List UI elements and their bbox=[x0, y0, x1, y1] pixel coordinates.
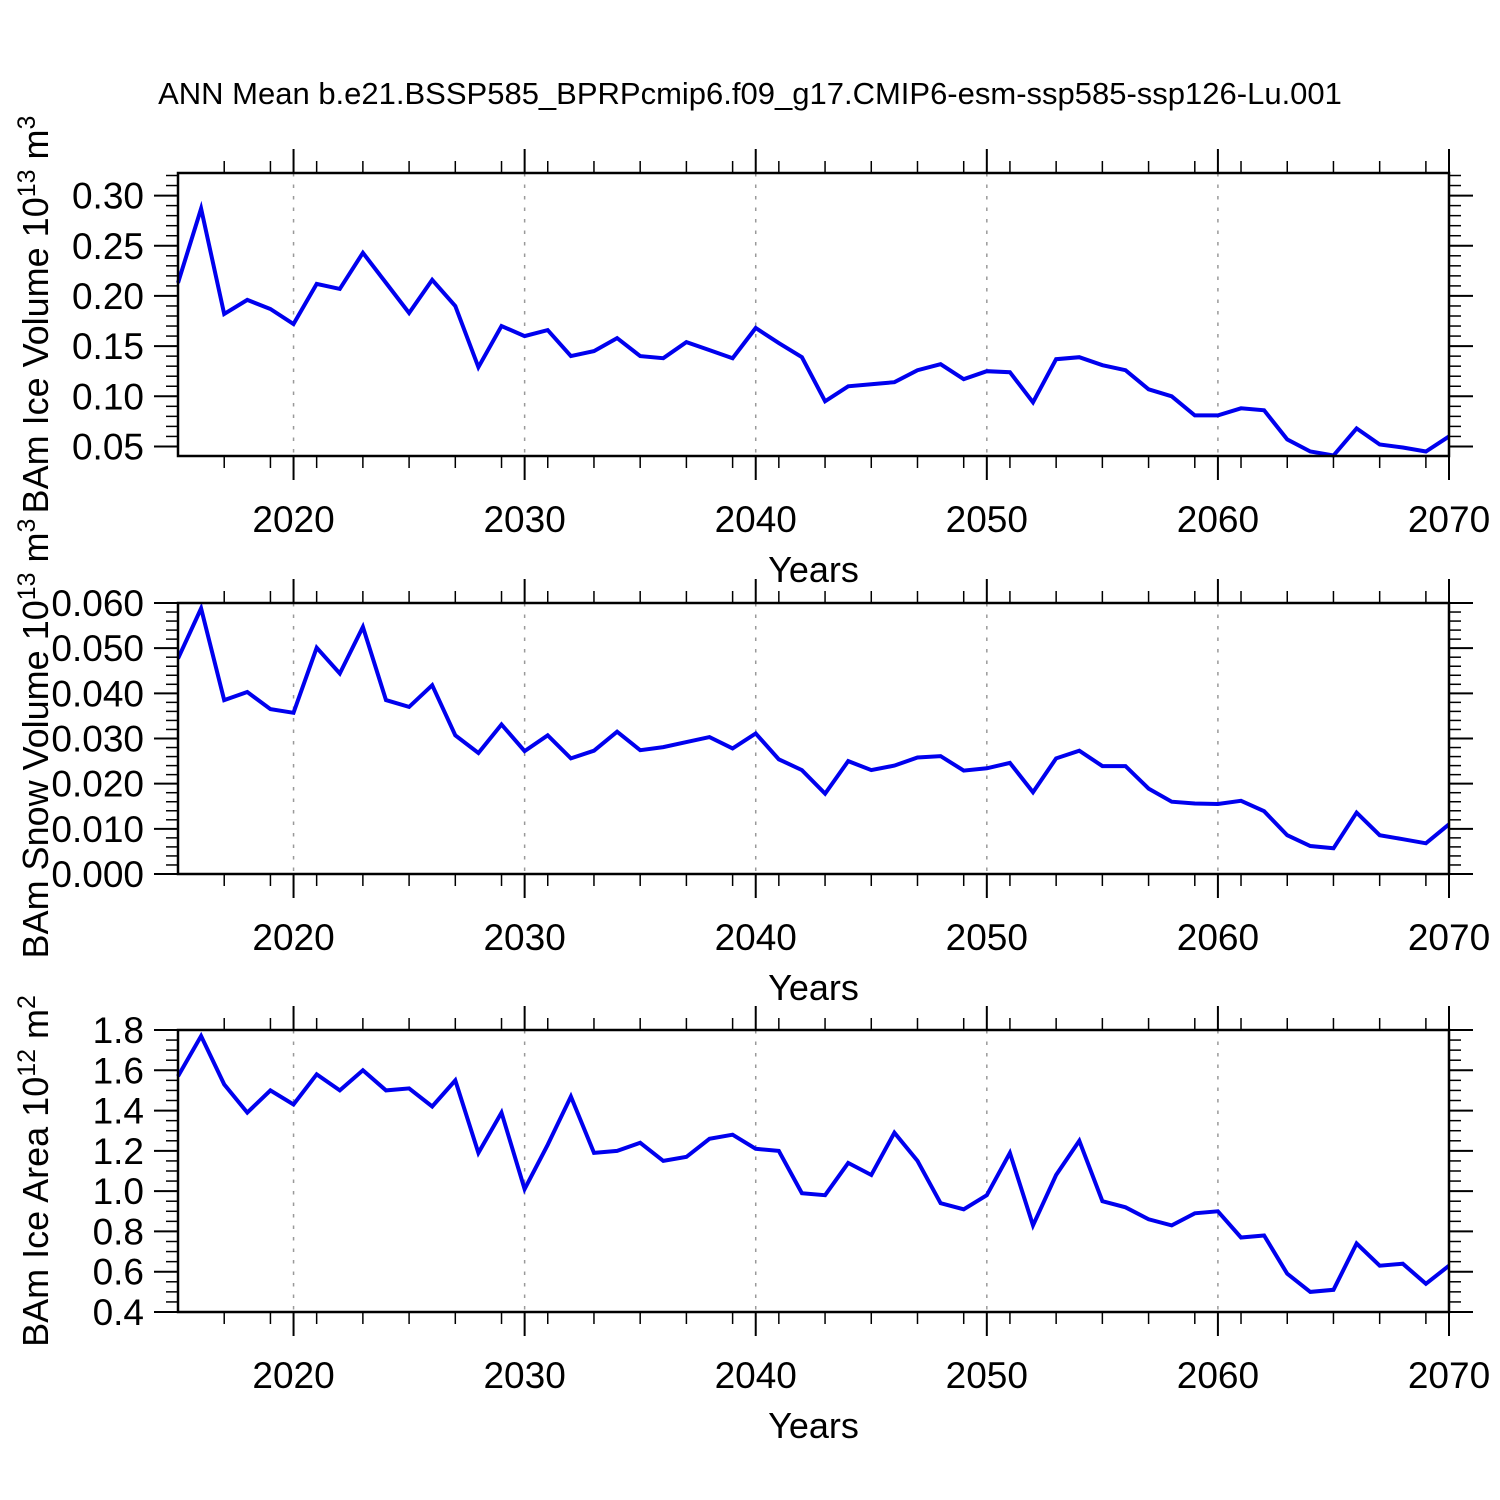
y-tick-label: 0.15 bbox=[72, 326, 144, 367]
plot-box bbox=[176, 1028, 1451, 1314]
y-axis-title: BAm Snow Volume 1013 m3 bbox=[13, 519, 56, 959]
x-tick-label: 2060 bbox=[1177, 917, 1259, 958]
y-tick-label: 0.060 bbox=[51, 583, 144, 624]
x-tick-label: 2040 bbox=[715, 1355, 797, 1396]
y-tick-label: 1.6 bbox=[93, 1050, 144, 1091]
x-axis-title: Years bbox=[768, 967, 859, 1008]
x-tick-label: 2040 bbox=[715, 499, 797, 540]
x-tick-label: 2070 bbox=[1408, 499, 1490, 540]
x-tick-label: 2070 bbox=[1408, 1355, 1490, 1396]
y-tick-label: 0.040 bbox=[51, 673, 144, 714]
x-axis-title: Years bbox=[768, 549, 859, 590]
y-tick-label: 0.010 bbox=[51, 809, 144, 850]
y-tick-label: 1.8 bbox=[93, 1010, 144, 1051]
y-tick-label: 0.030 bbox=[51, 719, 144, 760]
y-tick-label: 0.25 bbox=[72, 226, 144, 267]
x-tick-label: 2030 bbox=[483, 917, 565, 958]
y-tick-label: 1.4 bbox=[93, 1091, 144, 1132]
x-tick-label: 2040 bbox=[715, 917, 797, 958]
x-tick-label: 2050 bbox=[946, 1355, 1028, 1396]
x-tick-label: 2050 bbox=[946, 917, 1028, 958]
x-tick-label: 2060 bbox=[1177, 499, 1259, 540]
data-line-ice-volume bbox=[176, 200, 1451, 458]
y-tick-label: 0.20 bbox=[72, 276, 144, 317]
x-tick-label: 2030 bbox=[483, 499, 565, 540]
y-tick-label: 0.30 bbox=[72, 176, 144, 217]
y-tick-label: 0.10 bbox=[72, 376, 144, 417]
y-tick-label: 0.000 bbox=[51, 854, 144, 895]
x-tick-label: 2030 bbox=[483, 1355, 565, 1396]
x-tick-label: 2050 bbox=[946, 499, 1028, 540]
y-tick-label: 0.020 bbox=[51, 764, 144, 805]
x-tick-label: 2070 bbox=[1408, 917, 1490, 958]
y-tick-label: 1.2 bbox=[93, 1131, 144, 1172]
y-tick-label: 0.05 bbox=[72, 426, 144, 467]
y-axis-title: BAm Ice Area 1012 m2 bbox=[13, 995, 56, 1347]
y-tick-label: 1.0 bbox=[93, 1171, 144, 1212]
panel-snow-volume: 2020 2030 2040 2050 2060 20700.0000.0100.0200… bbox=[13, 519, 1490, 1008]
x-tick-label: 2020 bbox=[252, 917, 334, 958]
y-tick-label: 0.8 bbox=[93, 1211, 144, 1252]
x-tick-label: 2060 bbox=[1177, 1355, 1259, 1396]
data-line-snow-volume bbox=[176, 602, 1451, 851]
panel-ice-area: 2020 2030 2040 2050 2060 20700.40.60.81.01.21… bbox=[13, 995, 1490, 1446]
x-tick-label: 2020 bbox=[252, 1355, 334, 1396]
y-axis-title: BAm Ice Volume 1013 m3 bbox=[13, 116, 56, 514]
data-line-ice-area bbox=[176, 1031, 1451, 1294]
x-tick-label: 2020 bbox=[252, 499, 334, 540]
plot-title: ANN Mean b.e21.BSSP585_BPRPcmip6.f09_g17… bbox=[158, 76, 1342, 111]
x-axis-title: Years bbox=[768, 1405, 859, 1446]
y-tick-label: 0.4 bbox=[93, 1292, 144, 1333]
y-tick-label: 0.050 bbox=[51, 628, 144, 669]
panel-ice-volume: 2020 2030 2040 2050 2060 2070 0.05 0.10 0.15 0.20… bbox=[13, 116, 1490, 590]
y-tick-label: 0.6 bbox=[93, 1252, 144, 1293]
plot-box bbox=[176, 171, 1451, 458]
